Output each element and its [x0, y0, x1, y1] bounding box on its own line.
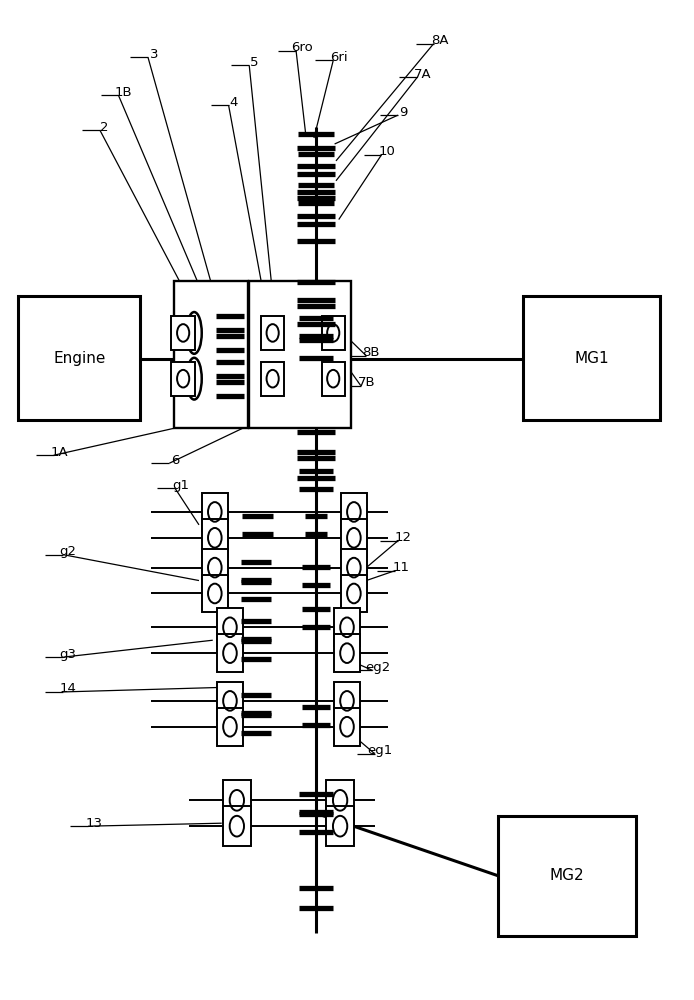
Text: 8A: 8A — [431, 34, 449, 47]
Text: 13: 13 — [85, 817, 102, 830]
Bar — [341, 519, 367, 557]
Text: 12: 12 — [395, 531, 412, 544]
Text: Engine: Engine — [53, 351, 105, 366]
Text: g1: g1 — [172, 479, 189, 492]
Bar — [217, 608, 243, 646]
Bar — [18, 296, 140, 420]
Text: 9: 9 — [399, 106, 407, 119]
Bar — [217, 634, 243, 672]
Text: MG2: MG2 — [550, 868, 584, 883]
Bar — [217, 708, 243, 746]
Bar — [202, 575, 228, 612]
Text: 2: 2 — [101, 121, 109, 134]
Bar — [341, 575, 367, 612]
Bar — [498, 816, 636, 936]
Text: 4: 4 — [229, 96, 237, 109]
Bar — [171, 362, 195, 396]
Bar — [202, 493, 228, 531]
Bar — [223, 780, 251, 820]
Bar — [202, 519, 228, 557]
Bar — [249, 281, 351, 428]
Text: 1B: 1B — [115, 86, 132, 99]
Bar — [341, 493, 367, 531]
Text: eg1: eg1 — [367, 744, 393, 757]
Bar — [334, 708, 360, 746]
Bar — [523, 296, 660, 420]
Bar — [334, 682, 360, 720]
Bar — [334, 634, 360, 672]
Text: g3: g3 — [60, 648, 76, 661]
Text: 14: 14 — [60, 682, 76, 695]
Text: 8B: 8B — [362, 346, 380, 359]
Bar — [217, 682, 243, 720]
Bar — [171, 316, 195, 350]
Bar — [202, 549, 228, 587]
Text: 3: 3 — [150, 48, 158, 61]
Bar — [261, 316, 285, 350]
Bar — [326, 780, 354, 820]
Bar — [334, 608, 360, 646]
Text: 6ro: 6ro — [291, 41, 313, 54]
Text: 5: 5 — [250, 56, 258, 69]
Text: 6ri: 6ri — [330, 51, 348, 64]
Text: 6: 6 — [171, 454, 179, 467]
Bar — [223, 806, 251, 846]
Text: 7A: 7A — [414, 68, 432, 81]
Bar — [261, 362, 285, 396]
Text: 7B: 7B — [357, 376, 375, 389]
Text: MG1: MG1 — [574, 351, 609, 366]
Bar — [174, 281, 248, 428]
Text: 10: 10 — [378, 145, 396, 158]
Text: 11: 11 — [392, 561, 409, 574]
Bar — [321, 362, 345, 396]
Text: eg2: eg2 — [365, 661, 391, 674]
Text: g2: g2 — [60, 545, 76, 558]
Text: 1A: 1A — [51, 446, 68, 459]
Bar — [321, 316, 345, 350]
Bar — [326, 806, 354, 846]
Bar — [341, 549, 367, 587]
